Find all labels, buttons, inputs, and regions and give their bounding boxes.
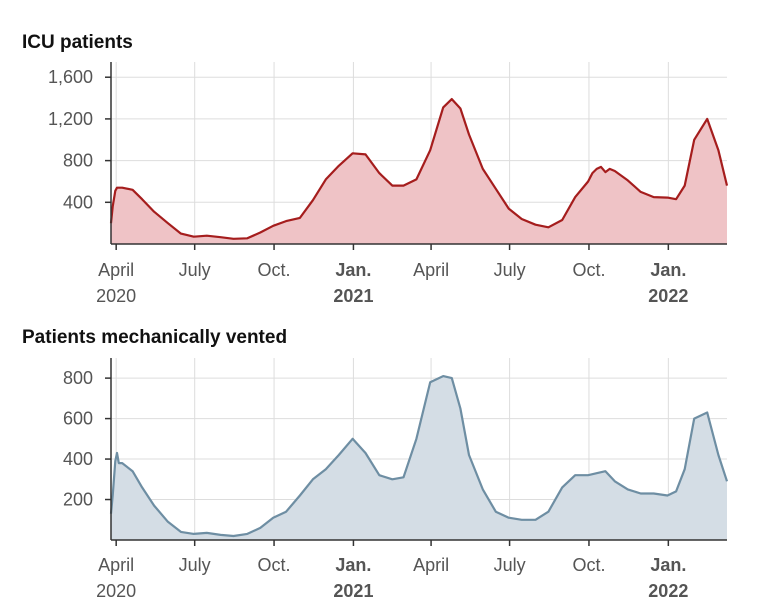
chart-0-ytick-label-1: 800 <box>63 151 93 171</box>
chart-0-xtick-label-5: July <box>494 260 526 280</box>
chart-0-xtick-label-7: Jan. <box>650 260 686 280</box>
chart-0-series-line <box>109 98 729 240</box>
chart-1-ytick-label-0: 200 <box>63 490 93 510</box>
chart-0-xtick-year-3: 2021 <box>333 286 373 306</box>
chart-1-ytick-label-3: 800 <box>63 368 93 388</box>
chart-1-xtick-label-4: April <box>413 555 449 575</box>
chart-1-xtick-label-5: July <box>494 555 526 575</box>
chart-0-ytick-label-0: 400 <box>63 192 93 212</box>
chart-1-xtick-year-3: 2021 <box>333 581 373 601</box>
chart-1-xtick-label-6: Oct. <box>572 555 605 575</box>
chart-1-xtick-label-7: Jan. <box>650 555 686 575</box>
chart-1-title: Patients mechanically vented <box>22 327 287 348</box>
chart-1-xtick-label-2: Oct. <box>258 555 291 575</box>
chart-0-series-area <box>111 99 727 244</box>
chart-1-xtick-year-7: 2022 <box>648 581 688 601</box>
chart-1-xtick-label-3: Jan. <box>335 555 371 575</box>
chart-1-ytick-label-1: 400 <box>63 449 93 469</box>
chart-0-xtick-label-4: April <box>413 260 449 280</box>
chart-0-xtick-label-0: April <box>98 260 134 280</box>
chart-0-xtick-label-1: July <box>179 260 211 280</box>
chart-0-ytick-label-3: 1,600 <box>48 67 93 87</box>
chart-1-xtick-label-1: July <box>179 555 211 575</box>
chart-1-series-area <box>111 376 727 540</box>
chart-0-xtick-label-2: Oct. <box>258 260 291 280</box>
chart-1-series-line <box>109 375 729 538</box>
chart-1-group: Patients mechanically vented 200 400 600 800… <box>22 327 729 601</box>
chart-0-title: ICU patients <box>22 32 133 53</box>
chart-1-xtick-year-0: 2020 <box>96 581 136 601</box>
chart-0-xtick-year-0: 2020 <box>96 286 136 306</box>
chart-0-xtick-label-6: Oct. <box>572 260 605 280</box>
chart-1-ytick-label-2: 600 <box>63 409 93 429</box>
chart-0-group: ICU patients 400 800 1,200 1,600 April 2020 Jul… <box>22 32 729 306</box>
chart-1-xtick-label-0: April <box>98 555 134 575</box>
chart-0-xtick-year-7: 2022 <box>648 286 688 306</box>
chart-0-ytick-label-2: 1,200 <box>48 109 93 129</box>
chart-0-xtick-label-3: Jan. <box>335 260 371 280</box>
